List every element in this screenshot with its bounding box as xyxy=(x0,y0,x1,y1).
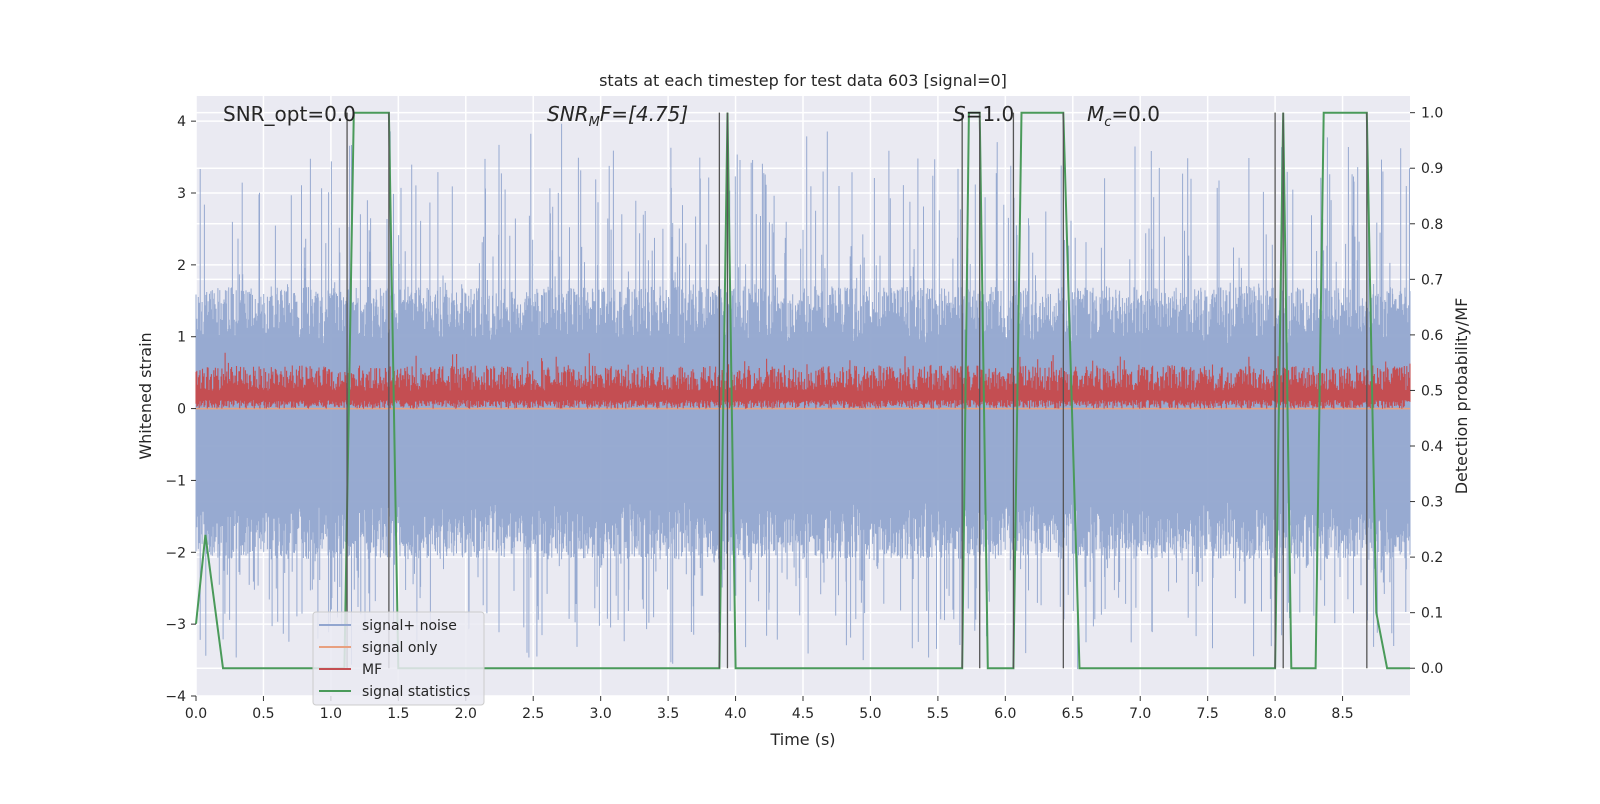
s-name: S xyxy=(953,102,966,126)
vertical-markers xyxy=(346,112,1368,669)
x-tick-label: 5.0 xyxy=(859,706,881,722)
legend-label-noise: signal+ noise xyxy=(362,618,457,634)
y2-axis-ticks: 1.0 0.9 0.8 0.7 0.6 0.5 0.4 0.3 0.2 0.1 0.0 xyxy=(1410,106,1443,677)
y2-axis-label: Detection probability/MF xyxy=(1452,298,1471,495)
x-tick-label: 1.5 xyxy=(387,706,409,722)
y2-tick-label: 1.0 xyxy=(1421,106,1443,122)
mc-sub: c xyxy=(1104,115,1111,130)
x-tick-label: 1.0 xyxy=(320,706,342,722)
x-tick-label: 3.5 xyxy=(657,706,679,722)
y-tick-label: −1 xyxy=(165,473,186,489)
legend-box xyxy=(312,611,485,706)
y2-tick-label: 0.1 xyxy=(1421,606,1443,622)
signal-statistics-line xyxy=(195,111,1410,670)
y-tick-label: 2 xyxy=(177,258,186,274)
mc-rest: =0.0 xyxy=(1111,102,1160,126)
snr-mf-name: SNR xyxy=(547,102,589,126)
y2-tick-label: 0.5 xyxy=(1421,383,1443,399)
x-tick-label: 6.0 xyxy=(994,706,1016,722)
legend-label-stats: signal statistics xyxy=(362,684,470,700)
y-tick-label: −3 xyxy=(165,617,186,633)
legend-label-signal: signal only xyxy=(362,640,437,656)
x-axis-ticks: 0.0 0.5 1.0 1.5 2.0 2.5 3.0 3.5 4.0 4.5 5.0 5.5 6.0 6… xyxy=(185,696,1354,722)
x-axis-label: Time (s) xyxy=(769,730,835,749)
y-axis-ticks: 4 3 2 1 0 −1 −2 −3 −4 xyxy=(165,114,196,705)
y-tick-label: 1 xyxy=(177,330,186,346)
x-tick-label: 8.5 xyxy=(1331,706,1353,722)
y2-tick-label: 0.9 xyxy=(1421,161,1443,177)
x-tick-label: 3.0 xyxy=(590,706,612,722)
x-tick-label: 2.0 xyxy=(455,706,477,722)
snr-mf-rest: F=[4.75] xyxy=(600,102,688,126)
y-tick-label: 4 xyxy=(177,114,186,130)
x-tick-label: 4.0 xyxy=(724,706,746,722)
x-tick-label: 2.5 xyxy=(522,706,544,722)
s-rest: =1.0 xyxy=(966,102,1015,126)
snr-mf-annotation: SNRMF=[4.75] xyxy=(547,102,688,130)
x-tick-label: 6.5 xyxy=(1062,706,1084,722)
mc-name: M xyxy=(1087,102,1104,126)
y2-tick-label: 0.0 xyxy=(1421,661,1443,677)
snr-mf-sub: M xyxy=(589,115,600,130)
x-tick-label: 0.5 xyxy=(252,706,274,722)
x-tick-label: 5.5 xyxy=(927,706,949,722)
legend: signal+ noise signal only MF signal stat… xyxy=(312,611,485,706)
x-tick-label: 7.0 xyxy=(1129,706,1151,722)
x-tick-label: 0.0 xyxy=(185,706,207,722)
signal-statistics-series xyxy=(195,111,1410,670)
y2-tick-label: 0.3 xyxy=(1421,495,1443,511)
y-tick-label: −4 xyxy=(165,689,186,705)
chart-title: stats at each timestep for test data 603… xyxy=(599,71,1007,90)
x-tick-label: 4.5 xyxy=(792,706,814,722)
y-tick-label: 0 xyxy=(177,402,186,418)
y2-tick-label: 0.2 xyxy=(1421,550,1443,566)
y-tick-label: 3 xyxy=(177,186,186,202)
s-annotation: S=1.0 xyxy=(953,102,1014,126)
x-tick-label: 7.5 xyxy=(1197,706,1219,722)
y2-tick-label: 0.4 xyxy=(1421,439,1443,455)
snr-opt-annotation: SNR_opt=0.0 xyxy=(223,102,356,126)
y2-tick-label: 0.6 xyxy=(1421,328,1443,344)
x-tick-label: 8.0 xyxy=(1264,706,1286,722)
y-tick-label: −2 xyxy=(165,545,186,561)
y-axis-label: Whitened strain xyxy=(136,332,155,459)
legend-label-mf: MF xyxy=(362,662,382,678)
y2-tick-label: 0.7 xyxy=(1421,272,1443,288)
y2-tick-label: 0.8 xyxy=(1421,217,1443,233)
mc-annotation: Mc=0.0 xyxy=(1087,102,1160,130)
